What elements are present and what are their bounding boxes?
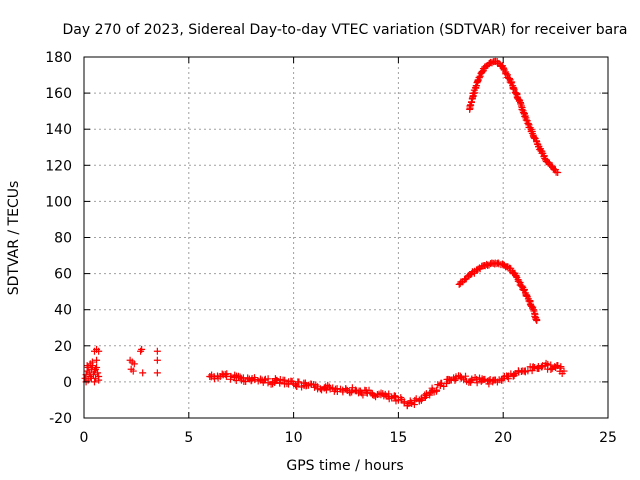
series-scattered-early	[81, 345, 161, 386]
data-point	[264, 379, 272, 387]
data-point	[510, 85, 518, 93]
data-point	[502, 70, 510, 78]
data-point	[473, 379, 481, 387]
data-points	[81, 57, 568, 410]
chart-title: Day 270 of 2023, Sidereal Day-to-day VTE…	[62, 22, 627, 38]
data-point	[223, 370, 231, 378]
x-tick-label: 25	[599, 430, 617, 446]
y-axis-label: SDTVAR / TECUs	[6, 181, 22, 296]
y-tick-label: 40	[54, 303, 72, 319]
y-tick-label: 100	[45, 194, 72, 210]
data-point	[138, 345, 146, 353]
data-point	[93, 356, 101, 364]
data-point	[88, 358, 96, 366]
data-point	[390, 393, 398, 401]
y-tick-label: 20	[54, 339, 72, 355]
data-point	[92, 365, 100, 373]
x-tick-label: 20	[494, 430, 512, 446]
y-tick-label: 160	[45, 86, 72, 102]
data-point	[518, 106, 526, 114]
data-point	[547, 365, 555, 373]
x-tick-label: 0	[80, 430, 89, 446]
y-tick-label: 180	[45, 50, 72, 66]
x-tick-label: 5	[184, 430, 193, 446]
data-point	[130, 360, 138, 368]
data-point	[236, 373, 244, 381]
data-point	[137, 347, 145, 355]
data-point	[554, 169, 562, 177]
y-tick-label: 0	[63, 375, 72, 391]
data-point	[359, 391, 367, 399]
data-point	[461, 276, 469, 284]
data-point	[90, 378, 98, 386]
data-point	[244, 374, 252, 382]
data-point	[370, 392, 378, 400]
data-point	[87, 374, 95, 382]
data-point	[475, 74, 483, 82]
axis-ticks: 0 5 10 15 20 25 -20 0 20 40 60 80 100 120 140 160 180	[45, 50, 617, 446]
data-point	[95, 376, 103, 384]
data-point	[466, 102, 474, 110]
data-point	[468, 98, 476, 106]
data-point	[515, 277, 523, 285]
data-point	[139, 369, 147, 377]
data-point	[322, 386, 330, 394]
data-point	[560, 367, 568, 375]
data-point	[348, 388, 356, 396]
data-point	[433, 386, 441, 394]
x-axis-label: GPS time / hours	[286, 458, 403, 474]
data-point	[324, 381, 332, 389]
data-point	[83, 362, 91, 370]
data-point	[95, 347, 103, 355]
series-arc-mid	[455, 259, 541, 325]
data-point	[418, 395, 426, 403]
data-point	[557, 363, 565, 371]
data-point	[533, 317, 541, 325]
data-point	[346, 389, 354, 397]
data-point	[293, 382, 301, 390]
data-point	[542, 359, 550, 367]
x-tick-label: 10	[285, 430, 303, 446]
grid-layer	[84, 57, 608, 418]
data-point	[129, 367, 137, 375]
y-tick-label: 80	[54, 231, 72, 247]
data-point	[472, 82, 480, 90]
data-point	[462, 372, 470, 380]
y-tick-label: 120	[45, 158, 72, 174]
series-baseline-band	[206, 359, 568, 410]
y-tick-label: -20	[49, 411, 72, 427]
data-point	[524, 120, 532, 128]
y-tick-label: 60	[54, 267, 72, 283]
data-point	[153, 347, 161, 355]
series-arc-high	[466, 57, 562, 177]
data-point	[89, 371, 97, 379]
data-point	[422, 390, 430, 398]
data-point	[153, 356, 161, 364]
data-point	[94, 369, 102, 377]
data-point	[85, 369, 93, 377]
y-tick-label: 140	[45, 122, 72, 138]
data-point	[556, 364, 564, 372]
x-tick-label: 15	[389, 430, 407, 446]
data-point	[530, 133, 538, 141]
data-point	[428, 384, 436, 392]
data-point	[153, 369, 161, 377]
data-point	[81, 374, 89, 382]
data-point	[342, 385, 350, 393]
data-point	[295, 378, 303, 386]
data-point	[242, 377, 250, 385]
data-point	[522, 116, 530, 124]
data-point	[451, 376, 459, 384]
